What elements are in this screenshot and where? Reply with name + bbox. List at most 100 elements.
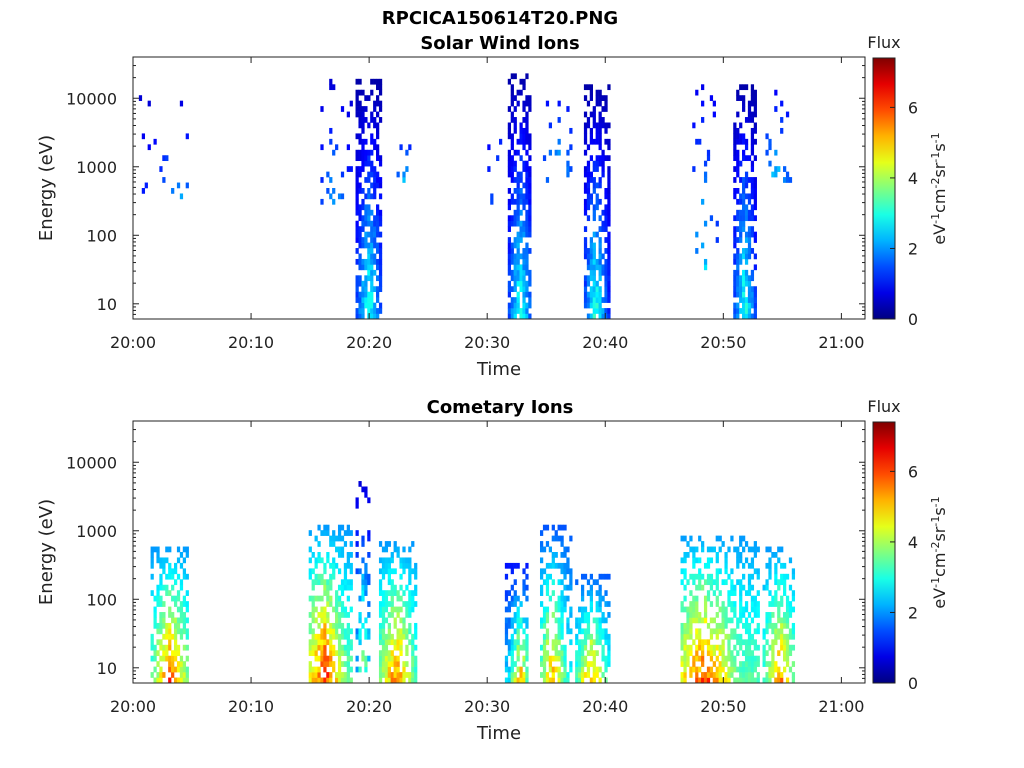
heatmap-cell bbox=[709, 573, 714, 580]
heatmap-cell bbox=[563, 655, 567, 662]
heatmap-cell bbox=[774, 562, 778, 569]
heatmap-cell bbox=[179, 612, 184, 618]
heatmap-cell bbox=[320, 573, 324, 580]
heatmap-cell bbox=[724, 661, 728, 667]
heatmap-cell bbox=[162, 672, 166, 678]
heatmap-cell bbox=[742, 220, 746, 227]
heatmap-cell bbox=[780, 628, 784, 635]
heatmap-cell bbox=[721, 650, 725, 657]
heatmap-cell bbox=[168, 562, 172, 569]
heatmap-cell bbox=[390, 584, 394, 591]
heatmap-cell bbox=[750, 231, 755, 238]
heatmap-cell bbox=[399, 633, 403, 640]
heatmap-cell bbox=[510, 308, 514, 314]
heatmap-cell bbox=[326, 661, 330, 667]
heatmap-cell bbox=[777, 650, 781, 657]
heatmap-cell bbox=[733, 242, 737, 249]
heatmap-cell bbox=[566, 672, 570, 678]
heatmap-cell bbox=[742, 84, 746, 91]
heatmap-cell bbox=[387, 655, 391, 662]
heatmap-cell bbox=[326, 552, 330, 558]
heatmap-cell bbox=[730, 666, 734, 673]
heatmap-cell bbox=[323, 530, 327, 536]
heatmap-cell bbox=[721, 644, 725, 651]
heatmap-cell bbox=[516, 666, 520, 673]
heatmap-cell bbox=[736, 633, 740, 640]
heatmap-cell bbox=[589, 155, 593, 162]
heatmap-cell bbox=[373, 220, 377, 227]
heatmap-cell bbox=[525, 280, 529, 287]
heatmap-cell bbox=[595, 622, 599, 629]
heatmap-cells bbox=[138, 73, 793, 320]
heatmap-cell bbox=[750, 111, 755, 118]
heatmap-cell bbox=[179, 606, 184, 613]
heatmap-cell bbox=[715, 672, 719, 678]
heatmap-cell bbox=[329, 177, 333, 183]
heatmap-cell bbox=[560, 568, 564, 575]
heatmap-cell bbox=[557, 601, 561, 607]
heatmap-cell bbox=[516, 198, 520, 205]
heatmap-cell bbox=[516, 297, 520, 303]
heatmap-cell bbox=[335, 612, 339, 618]
heatmap-cell bbox=[414, 601, 418, 607]
heatmap-cell bbox=[513, 672, 517, 678]
heatmap-cell bbox=[768, 568, 772, 575]
heatmap-cell bbox=[358, 568, 362, 575]
heatmap-cell bbox=[364, 258, 368, 265]
heatmap-cell bbox=[744, 677, 749, 684]
heatmap-cell bbox=[308, 557, 312, 564]
heatmap-cell bbox=[162, 655, 166, 662]
heatmap-cell bbox=[414, 584, 418, 591]
heatmap-cell bbox=[742, 95, 746, 101]
heatmap-cell bbox=[519, 188, 523, 194]
heatmap-cell bbox=[525, 595, 529, 602]
heatmap-cell bbox=[578, 617, 582, 624]
heatmap-cell bbox=[592, 677, 596, 684]
heatmap-cell bbox=[689, 666, 693, 673]
heatmap-cell bbox=[777, 601, 781, 607]
heatmap-cell bbox=[358, 204, 362, 211]
heatmap-cell bbox=[343, 677, 348, 684]
heatmap-cell bbox=[364, 633, 368, 640]
heatmap-cell bbox=[144, 182, 148, 189]
heatmap-cell bbox=[335, 606, 339, 613]
heatmap-cell bbox=[744, 237, 749, 243]
heatmap-cell bbox=[510, 89, 514, 96]
heatmap-cell bbox=[361, 650, 365, 657]
heatmap-cell bbox=[715, 628, 719, 635]
heatmap-cell bbox=[320, 612, 324, 618]
heatmap-cell bbox=[185, 590, 189, 596]
heatmap-cell bbox=[153, 617, 157, 624]
heatmap-cell bbox=[736, 149, 740, 156]
heatmap-cell bbox=[583, 644, 588, 651]
heatmap-cell bbox=[165, 633, 169, 640]
heatmap-cell bbox=[308, 568, 312, 575]
heatmap-cell bbox=[370, 171, 374, 178]
heatmap-cell bbox=[692, 562, 696, 569]
heatmap-cell bbox=[733, 193, 737, 200]
heatmap-cell bbox=[405, 650, 409, 657]
heatmap-cell bbox=[703, 595, 708, 602]
heatmap-cell bbox=[607, 650, 611, 657]
heatmap-cell bbox=[753, 552, 757, 558]
heatmap-cell bbox=[695, 557, 699, 564]
heatmap-cell bbox=[349, 655, 353, 662]
heatmap-cell bbox=[742, 639, 746, 646]
heatmap-cell bbox=[156, 639, 160, 646]
heatmap-cell bbox=[586, 84, 591, 91]
heatmap-cell bbox=[736, 89, 740, 96]
heatmap-cell bbox=[156, 557, 160, 564]
heatmap-cell bbox=[162, 177, 166, 183]
heatmap-cell bbox=[578, 639, 582, 646]
heatmap-cell bbox=[604, 590, 608, 596]
heatmap-cell bbox=[598, 226, 602, 232]
heatmap-cell bbox=[317, 557, 321, 564]
heatmap-cell bbox=[780, 546, 784, 553]
heatmap-cell bbox=[542, 639, 547, 646]
heatmap-cell bbox=[337, 535, 342, 542]
heatmap-cell bbox=[695, 248, 699, 254]
heatmap-cell bbox=[364, 661, 368, 667]
heatmap-cell bbox=[739, 237, 743, 243]
heatmap-cell bbox=[560, 617, 564, 624]
heatmap-cell bbox=[747, 639, 752, 646]
